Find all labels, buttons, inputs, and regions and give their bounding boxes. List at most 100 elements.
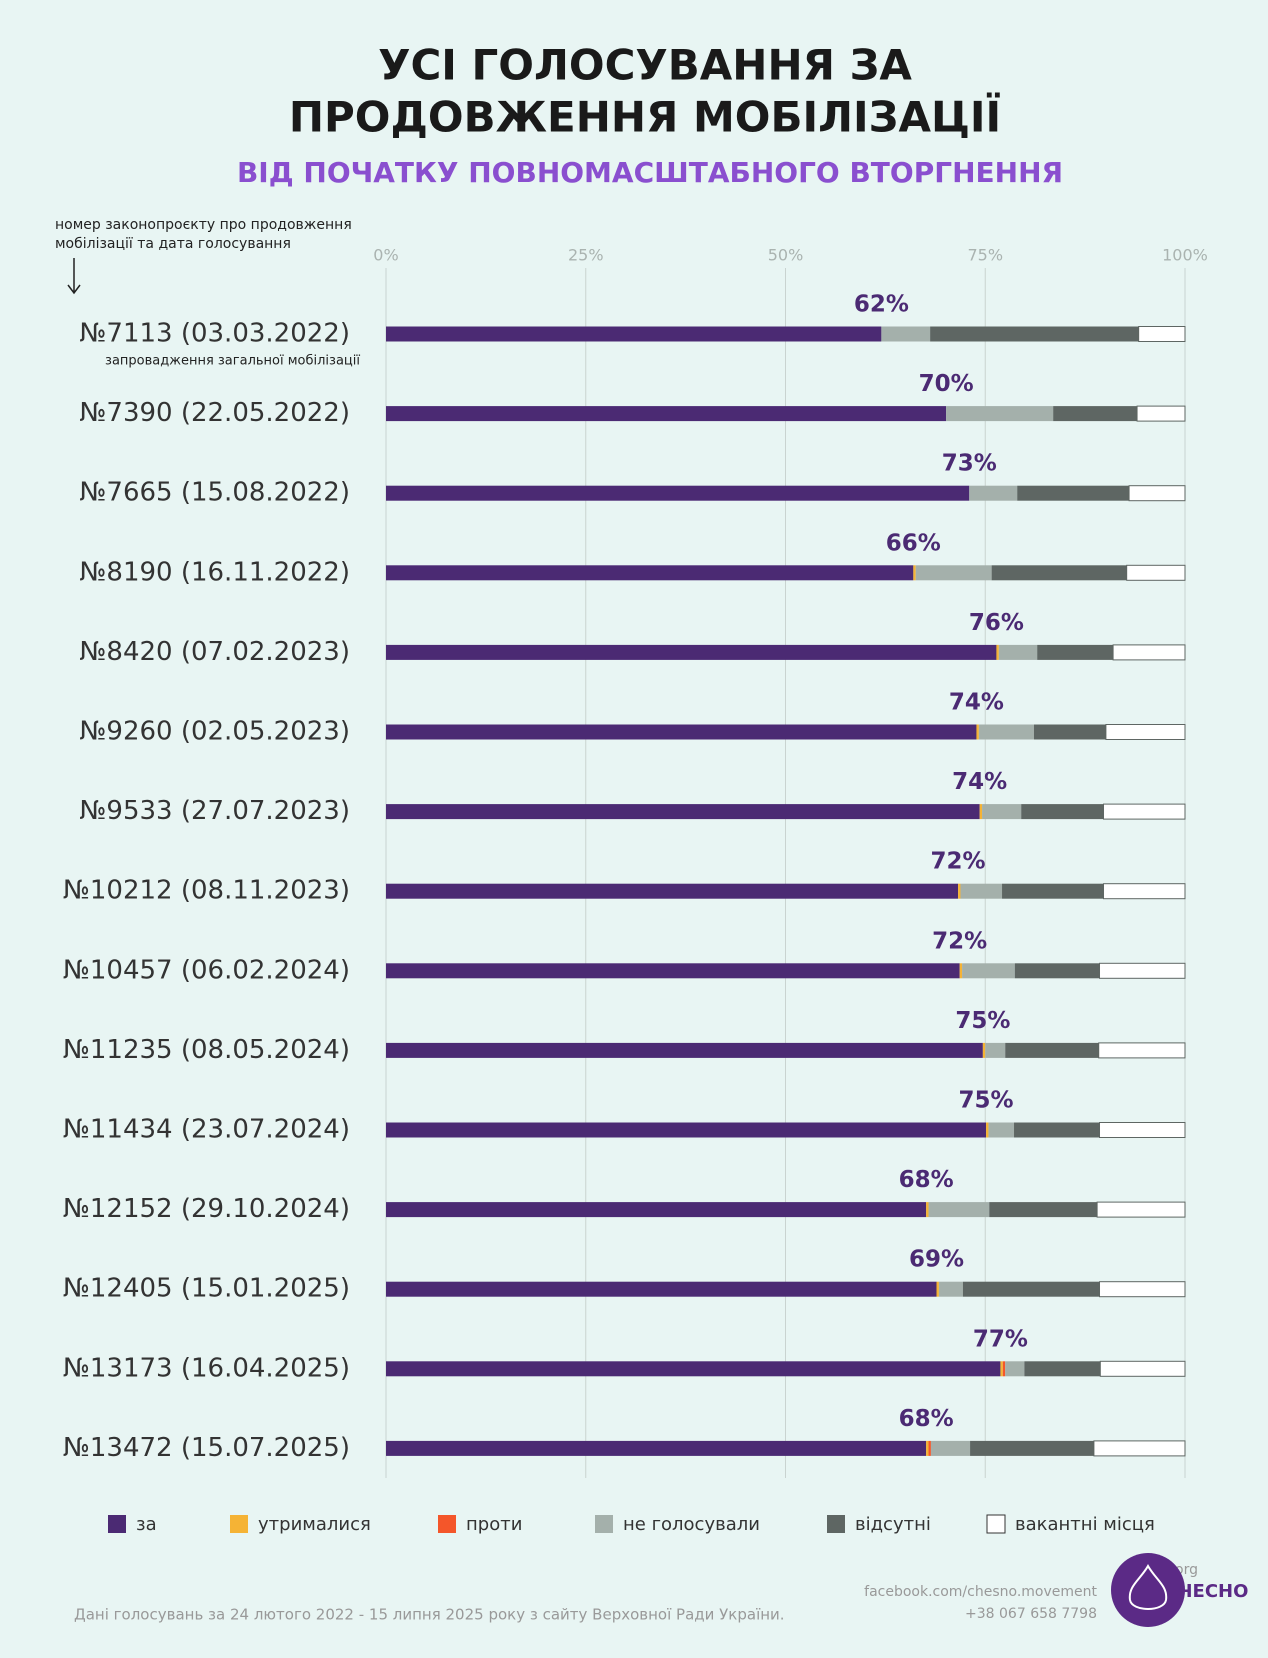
bar-segment [386, 1122, 987, 1138]
data-label: 76% [969, 610, 1024, 636]
bar-segment [1014, 1122, 1100, 1138]
axis-note: мобілізації та дата голосування [55, 236, 291, 252]
bar-segment [386, 963, 960, 979]
y-tick-label: №12405 (15.01.2025) [63, 1274, 350, 1304]
legend-swatch [438, 1515, 456, 1533]
bar-segment [1098, 1042, 1186, 1059]
bar-segment [1136, 405, 1186, 422]
bar-segment [881, 326, 931, 342]
x-tick-label: 0% [373, 246, 398, 265]
y-tick-label: №7113 (03.03.2022) [79, 319, 350, 349]
legend-label: утрималися [258, 1514, 371, 1535]
logo-icon [1128, 1563, 1168, 1610]
bar-segment [989, 1202, 1098, 1218]
annotation: запровадження загальної мобілізації [105, 354, 360, 369]
bar-segment [991, 565, 1127, 581]
bar-segment [1112, 644, 1186, 661]
bar-segment [1103, 883, 1186, 900]
data-label: 72% [932, 928, 987, 954]
bar-segment [1005, 1042, 1099, 1058]
bar-segment [928, 1440, 931, 1456]
bar-segment [976, 724, 979, 740]
bar-segment [386, 565, 914, 581]
axis-note: номер законопроєкту про продовження [55, 217, 352, 233]
y-tick-label: №13472 (15.07.2025) [63, 1433, 350, 1463]
bar-segment [1017, 485, 1130, 501]
bar-segment [1128, 485, 1186, 502]
bar-segment [959, 963, 963, 979]
legend-swatch [595, 1515, 613, 1533]
bar-segment [386, 1361, 1001, 1377]
bar-segment [386, 406, 947, 422]
bar-segment [998, 644, 1038, 660]
bar-segment [928, 1202, 990, 1218]
data-label: 69% [909, 1247, 964, 1273]
legend-swatch [108, 1515, 126, 1533]
bar-segment [938, 1281, 963, 1297]
bar-segment [985, 1042, 1006, 1058]
data-label: 77% [973, 1326, 1028, 1352]
bar-segment [1002, 883, 1104, 899]
bar-segment [386, 1202, 927, 1218]
bar-segment [986, 1122, 989, 1138]
bar-segment [962, 1281, 1100, 1297]
bar-segment [1024, 1361, 1101, 1377]
bar-segment [1138, 326, 1186, 342]
bar-segment [386, 1440, 927, 1456]
legend-label: не голосували [623, 1514, 760, 1535]
data-label: 66% [886, 530, 941, 556]
bar-segment [996, 644, 999, 660]
bar-segment [978, 724, 1034, 740]
y-tick-label: №13173 (16.04.2025) [63, 1353, 350, 1383]
bar-segment [930, 326, 1139, 342]
bar-segment [926, 1440, 929, 1456]
legend-label: вакантні місця [1015, 1514, 1155, 1535]
bar-segment [1126, 564, 1186, 581]
bar-segment [982, 1042, 986, 1058]
chart-title: УСІ ГОЛОСУВАННЯ ЗА [378, 41, 912, 90]
bar-segment [936, 1281, 939, 1297]
data-label: 75% [959, 1088, 1014, 1114]
y-tick-label: №11434 (23.07.2024) [63, 1115, 350, 1145]
bar-segment [386, 326, 882, 342]
bar-segment [1005, 1361, 1025, 1377]
y-tick-label: №12152 (29.10.2024) [63, 1194, 350, 1224]
bar-segment [915, 565, 992, 581]
legend-swatch [230, 1515, 248, 1533]
y-tick-label: №9533 (27.07.2023) [79, 796, 350, 826]
x-tick-label: 100% [1162, 246, 1208, 265]
bar-segment [979, 804, 983, 820]
bar-segment [962, 963, 1015, 979]
bar-segment [1099, 1122, 1186, 1138]
data-label: 74% [952, 769, 1007, 795]
bar-segment [1037, 644, 1114, 660]
bar-segment [386, 485, 970, 501]
legend-label: за [136, 1514, 157, 1535]
bar-segment [1033, 724, 1106, 740]
data-label: 75% [955, 1008, 1010, 1034]
bar-segment [958, 883, 961, 899]
y-tick-label: №9260 (02.05.2023) [79, 717, 350, 747]
bar-segment [1099, 1281, 1186, 1298]
bar-segment [969, 485, 1018, 501]
bar-segment [386, 724, 977, 740]
legend-swatch [827, 1515, 845, 1533]
bar-segment [913, 565, 916, 581]
bar-segment [1093, 1440, 1186, 1457]
chart-subtitle: ВІД ПОЧАТКУ ПОВНОМАСШТАБНОГО ВТОРГНЕННЯ [237, 156, 1063, 189]
y-tick-label: №10457 (06.02.2024) [63, 955, 350, 985]
data-label: 73% [942, 451, 997, 477]
contact: facebook.com/chesno.movement [864, 1584, 1097, 1600]
bar-segment [1105, 724, 1186, 740]
bar-segment [386, 1042, 983, 1058]
bar-segment [1021, 804, 1104, 820]
chart-title: ПРОДОВЖЕННЯ МОБІЛІЗАЦІЇ [289, 92, 1001, 142]
bar-segment [386, 804, 980, 820]
bar-segment [970, 1440, 1094, 1456]
arrow [67, 258, 81, 295]
y-tick-label: №11235 (08.05.2024) [63, 1035, 350, 1065]
bar-segment [386, 644, 997, 660]
legend-swatch [986, 1514, 1006, 1534]
